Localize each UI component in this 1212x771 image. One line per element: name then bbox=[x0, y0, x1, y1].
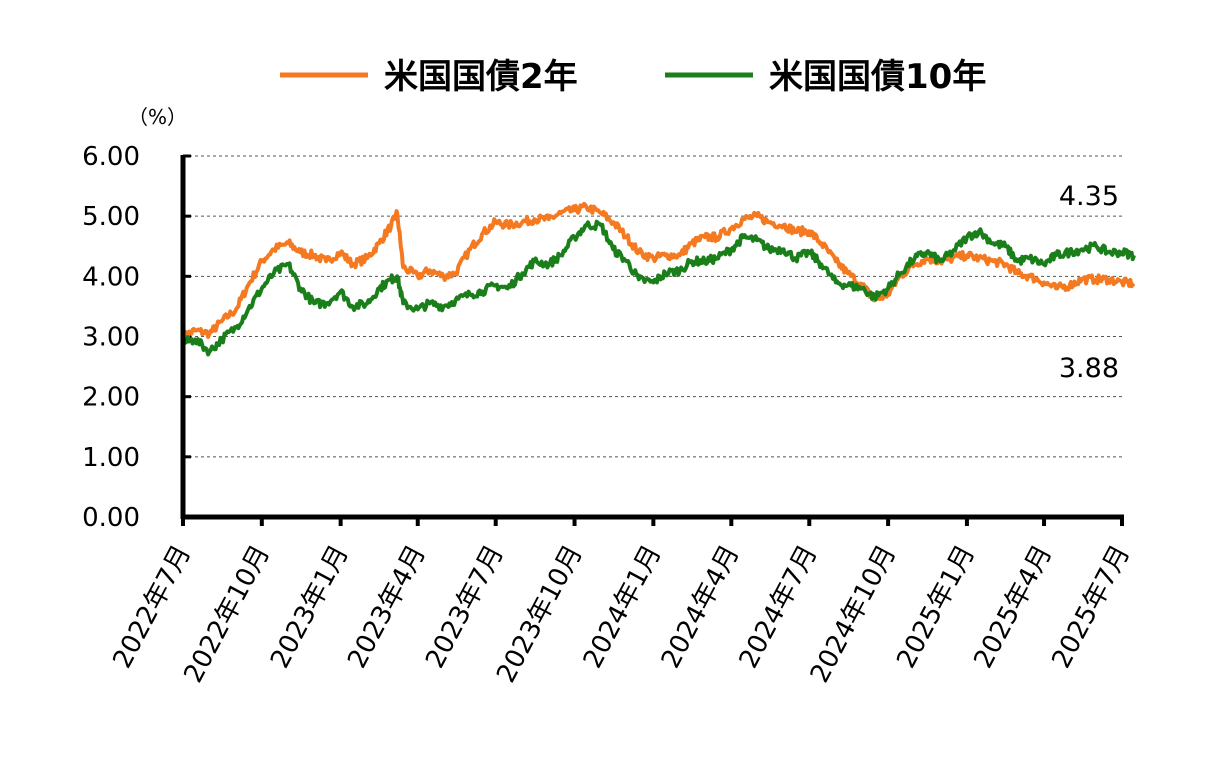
x-tick-label: 2024年4月 bbox=[656, 540, 746, 673]
y-tick-label: 5.00 bbox=[82, 202, 140, 232]
x-tick-label: 2024年7月 bbox=[734, 540, 824, 673]
legend-label-10y: 米国国債10年 bbox=[769, 57, 986, 97]
y-tick-label: 6.00 bbox=[82, 142, 140, 172]
y-tick-label: 4.00 bbox=[82, 262, 140, 292]
x-tick-label: 2023年7月 bbox=[420, 540, 510, 673]
legend-label-2y: 米国国債2年 bbox=[384, 57, 578, 97]
y-tick-label: 1.00 bbox=[82, 443, 140, 473]
y-axis-ticks: 0.00 1.00 2.00 3.00 4.00 5.00 6.00 bbox=[82, 142, 191, 533]
x-tick-label: 2025年1月 bbox=[891, 540, 981, 673]
y-axis-unit-label: （%） bbox=[128, 105, 187, 129]
x-tick-label: 2023年4月 bbox=[342, 540, 432, 673]
series-line-2y bbox=[181, 201, 1136, 343]
x-tick-label: 2023年1月 bbox=[265, 540, 355, 673]
annotation-10y-latest: 4.35 bbox=[1059, 181, 1119, 212]
y-tick-label: 2.00 bbox=[82, 383, 140, 413]
y-tick-label: 3.00 bbox=[82, 323, 140, 353]
series-lines bbox=[181, 201, 1136, 357]
legend: 米国国債2年 米国国債10年 bbox=[280, 57, 986, 97]
x-tick-label: 2024年10月 bbox=[805, 540, 903, 688]
y-tick-label: 0.00 bbox=[82, 503, 140, 533]
x-tick-label: 2024年1月 bbox=[578, 540, 668, 673]
gridlines bbox=[183, 155, 1124, 458]
series-line-10y bbox=[181, 219, 1136, 357]
x-tick-label: 2025年7月 bbox=[1046, 540, 1136, 673]
x-tick-label: 2023年10月 bbox=[491, 540, 589, 688]
annotation-2y-latest: 3.88 bbox=[1059, 353, 1119, 384]
x-tick-label: 2025年4月 bbox=[968, 540, 1058, 673]
x-tick-label: 2022年7月 bbox=[107, 540, 197, 673]
axes bbox=[180, 155, 1124, 520]
x-tick-label: 2022年10月 bbox=[178, 540, 276, 688]
x-axis-ticks: 2022年7月2022年10月2023年1月2023年4月2023年7月2023… bbox=[107, 517, 1136, 688]
